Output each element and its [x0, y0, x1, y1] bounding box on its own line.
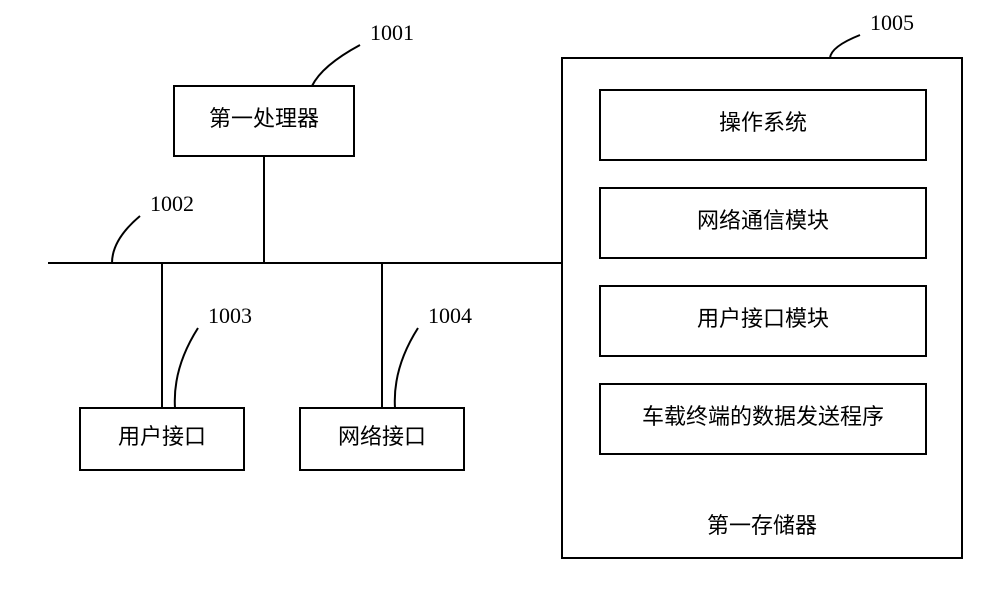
memory-item-label: 车载终端的数据发送程序: [642, 404, 884, 429]
node-user-interface: 用户接口 1003: [80, 263, 252, 470]
leader-1003: [175, 328, 198, 408]
node-network-interface: 网络接口 1004: [300, 263, 472, 470]
node-processor: 第一处理器 1001: [174, 20, 414, 263]
callout-1002: 1002: [150, 191, 194, 216]
label-user-interface: 用户接口: [118, 424, 206, 449]
leader-1002: [112, 216, 140, 263]
memory-item-label: 网络通信模块: [697, 208, 829, 233]
callout-1001: 1001: [370, 20, 414, 45]
label-processor: 第一处理器: [209, 106, 319, 131]
callout-1004: 1004: [428, 303, 472, 328]
label-memory: 第一存储器: [707, 513, 817, 538]
callout-bus: 1002: [112, 191, 194, 263]
diagram-canvas: 第一处理器 1001 用户接口 1003 网络接口 1004 1002 第一存储…: [0, 0, 1000, 600]
memory-item-label: 操作系统: [719, 110, 807, 135]
callout-1003: 1003: [208, 303, 252, 328]
label-network-interface: 网络接口: [338, 424, 426, 449]
leader-1005: [830, 35, 860, 58]
callout-1005: 1005: [870, 10, 914, 35]
node-memory: 第一存储器 1005 操作系统网络通信模块用户接口模块车载终端的数据发送程序: [562, 10, 962, 558]
memory-item-label: 用户接口模块: [697, 306, 829, 331]
leader-1001: [312, 45, 360, 86]
leader-1004: [395, 328, 418, 408]
